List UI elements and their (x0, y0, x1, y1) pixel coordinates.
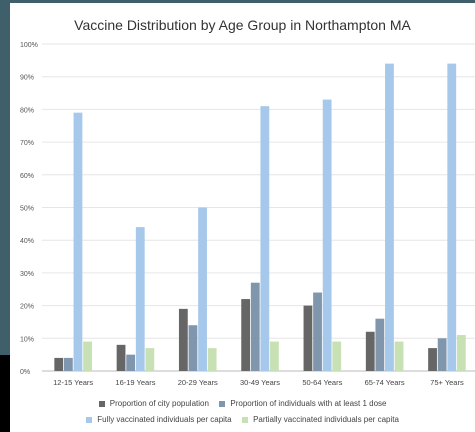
bar-1-0 (63, 357, 73, 371)
bar-1-4 (313, 292, 322, 371)
bar-1-3 (250, 282, 260, 371)
bar-3-1 (145, 348, 155, 371)
y-tick-label: 30% (20, 271, 34, 278)
y-tick-label: 0% (20, 369, 30, 376)
legend-row-2: Fully vaccinated individuals per capita … (10, 415, 475, 424)
legend-swatch (219, 401, 226, 407)
x-tick-label: 30-49 Years (240, 378, 280, 387)
bar-3-0 (83, 341, 92, 371)
x-tick-label: 12-15 Years (53, 378, 93, 387)
bar-0-1 (116, 344, 126, 371)
y-tick-label: 40% (20, 238, 34, 245)
bar-1-1 (126, 354, 136, 371)
bar-0-0 (54, 357, 64, 371)
legend-swatch (98, 401, 105, 407)
y-tick-label: 50% (20, 206, 34, 213)
legend-item-at-least-1-dose: Proportion of individuals with at least … (219, 399, 386, 408)
bar-0-2 (178, 308, 188, 371)
bar-2-4 (322, 99, 332, 371)
bar-2-0 (73, 112, 83, 372)
chart-title: Vaccine Distribution by Age Group in Nor… (74, 17, 411, 33)
y-tick-label: 90% (20, 75, 34, 82)
bar-2-1 (135, 227, 145, 371)
chart-card: Vaccine Distribution by Age Group in Nor… (10, 3, 475, 432)
bar-1-2 (188, 325, 198, 371)
y-tick-label: 10% (20, 336, 34, 343)
legend-label: Proportion of city population (109, 399, 209, 408)
x-tick-label: 50-64 Years (302, 378, 342, 387)
chart-plot-area: 0% 10% 20% 30% 40% 50% 60% 70% 80% 90% 100% 12-15 Y… (20, 42, 475, 387)
legend-row-1: Proportion of city population Proportion… (10, 399, 475, 408)
bar-2-6 (447, 63, 457, 372)
y-tick-label: 60% (20, 173, 34, 180)
legend-item-city-population: Proportion of city population (98, 399, 209, 408)
y-tick-label: 20% (20, 304, 34, 311)
legend-label: Partially vaccinated individuals per cap… (253, 415, 399, 424)
bar-0-3 (241, 299, 251, 371)
bar-0-4 (303, 305, 313, 371)
x-tick-label: 20-29 Years (178, 378, 218, 387)
bar-3-2 (207, 348, 217, 371)
bar-2-3 (260, 106, 270, 371)
bar-3-3 (270, 341, 279, 371)
y-tick-label: 80% (20, 107, 34, 114)
y-tick-label: 70% (20, 140, 34, 147)
legend-item-partially-vaccinated: Partially vaccinated individuals per cap… (241, 415, 399, 424)
bar-1-5 (375, 318, 385, 371)
bar-3-6 (456, 335, 466, 371)
y-tick-label: 100% (20, 42, 38, 49)
legend-swatch (241, 417, 248, 423)
bar-2-5 (385, 63, 394, 372)
bar-2-2 (198, 207, 207, 371)
x-tick-label: 65-74 Years (365, 378, 405, 387)
bar-3-5 (394, 341, 404, 371)
legend-label: Fully vaccinated individuals per capita (97, 415, 232, 424)
x-tick-label: 16-19 Years (115, 378, 155, 387)
x-tick-label: 75+ Years (430, 378, 464, 387)
bar-0-5 (365, 331, 375, 371)
bar-0-6 (428, 348, 437, 371)
legend-label: Proportion of individuals with at least … (230, 399, 387, 408)
legend-item-fully-vaccinated: Fully vaccinated individuals per capita (86, 415, 232, 424)
bar-3-4 (332, 341, 342, 371)
legend-swatch (86, 417, 93, 423)
bar-1-6 (437, 338, 447, 371)
